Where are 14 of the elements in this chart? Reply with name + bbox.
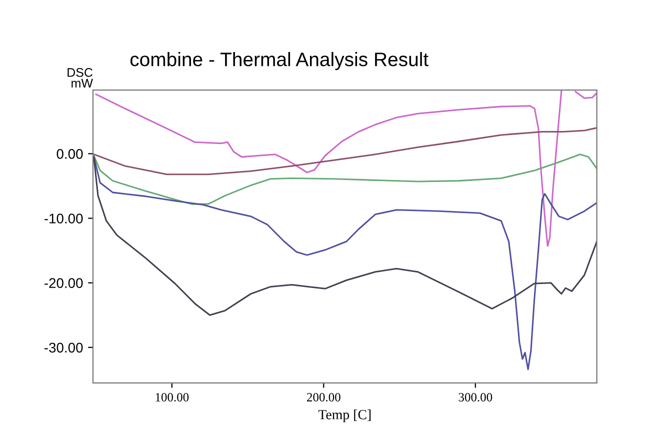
y-axis-title: DSC mW — [68, 68, 93, 88]
line-series — [93, 154, 597, 205]
x-tick-label: 200.00 — [307, 393, 340, 402]
line-series — [93, 127, 597, 176]
line-series — [93, 156, 597, 370]
x-tick-label: 300.00 — [458, 393, 492, 402]
y-tick-label: -10.00 — [44, 214, 83, 224]
y-tick-label: -20.00 — [44, 278, 83, 288]
chart-title: combine - Thermal Analysis Result — [130, 52, 428, 70]
x-tick-label: 100.00 — [156, 393, 189, 402]
y-tick-label: 0.00 — [56, 149, 83, 159]
line-series — [93, 156, 597, 316]
x-axis-title: Temp [C] — [318, 410, 371, 422]
y-tick-label: -30.00 — [44, 342, 83, 353]
